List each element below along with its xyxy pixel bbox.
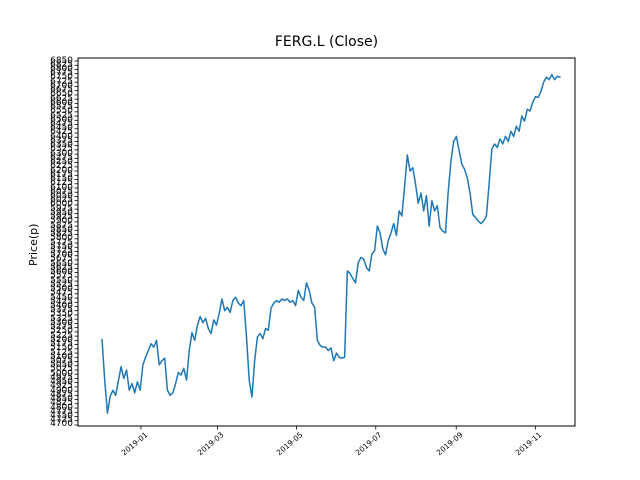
y-tick-label: 5850 bbox=[50, 224, 73, 235]
y-tick-label: 4975 bbox=[50, 372, 73, 383]
y-tick-label: 6175 bbox=[50, 169, 73, 180]
y-tick-label: 5700 bbox=[50, 250, 73, 261]
y-tick-label: 5450 bbox=[50, 292, 73, 303]
y-tick-label: 6100 bbox=[50, 182, 73, 193]
y-tick-label: 6200 bbox=[50, 165, 73, 176]
y-tick-label: 4950 bbox=[50, 377, 73, 388]
y-tick-label: 5975 bbox=[50, 203, 73, 214]
y-tick-label: 5300 bbox=[50, 317, 73, 328]
y-tick-label: 5125 bbox=[50, 347, 73, 358]
y-tick-label: 4750 bbox=[50, 411, 73, 422]
y-tick-label: 6125 bbox=[50, 178, 73, 189]
y-tick-label: 5350 bbox=[50, 309, 73, 320]
y-tick-label: 5250 bbox=[50, 326, 73, 337]
y-tick-label: 5050 bbox=[50, 360, 73, 371]
y-tick-label: 5175 bbox=[50, 339, 73, 350]
y-tick-label: 6700 bbox=[50, 80, 73, 91]
y-tick-label: 5550 bbox=[50, 275, 73, 286]
y-tick-label: 5200 bbox=[50, 334, 73, 345]
y-tick-label: 6600 bbox=[50, 97, 73, 108]
y-tick-label: 5925 bbox=[50, 212, 73, 223]
y-tick-label: 6475 bbox=[50, 119, 73, 130]
y-tick-label: 4925 bbox=[50, 381, 73, 392]
y-tick-label: 4775 bbox=[50, 406, 73, 417]
y-tick-label: 6750 bbox=[50, 72, 73, 83]
y-tick-label: 5025 bbox=[50, 364, 73, 375]
y-tick-label: 6550 bbox=[50, 106, 73, 117]
y-tick-label: 5875 bbox=[50, 220, 73, 231]
y-tick-label: 5325 bbox=[50, 313, 73, 324]
y-tick-label: 6025 bbox=[50, 195, 73, 206]
y-tick-label: 5675 bbox=[50, 254, 73, 265]
y-tick-label: 6150 bbox=[50, 174, 73, 185]
y-tick-label: 5400 bbox=[50, 300, 73, 311]
y-tick-label: 6800 bbox=[50, 64, 73, 74]
y-tick-label: 5650 bbox=[50, 258, 73, 269]
y-tick-label: 5900 bbox=[50, 216, 73, 227]
y-tick-label: 6375 bbox=[50, 135, 73, 146]
y-tick-label: 4725 bbox=[50, 415, 73, 426]
y-tick-label: 6575 bbox=[50, 102, 73, 113]
y-tick-label: 4825 bbox=[50, 398, 73, 409]
y-tick-label: 6275 bbox=[50, 152, 73, 163]
y-tick-label: 5625 bbox=[50, 262, 73, 273]
y-tick-label: 6775 bbox=[50, 68, 73, 79]
y-tick-label: 4875 bbox=[50, 389, 73, 400]
y-tick-label: 5600 bbox=[50, 267, 73, 278]
y-tick-label: 5000 bbox=[50, 368, 73, 379]
y-tick-label: 6675 bbox=[50, 85, 73, 96]
y-tick-label: 5575 bbox=[50, 271, 73, 282]
y-tick-label: 5150 bbox=[50, 343, 73, 354]
y-tick-label: 6725 bbox=[50, 76, 73, 87]
y-tick-label: 4900 bbox=[50, 385, 73, 396]
y-tick-label: 6325 bbox=[50, 144, 73, 155]
y-tick-label: 6525 bbox=[50, 110, 73, 121]
y-tick-label: 5375 bbox=[50, 305, 73, 316]
y-tick-label: 4800 bbox=[50, 402, 73, 413]
price-line bbox=[101, 73, 561, 414]
y-tick-label: 5750 bbox=[50, 241, 73, 252]
y-tick-label: 5800 bbox=[50, 233, 73, 244]
y-tick-label: 6050 bbox=[50, 190, 73, 201]
y-tick-label: 5425 bbox=[50, 296, 73, 307]
y-tick-label: 5225 bbox=[50, 330, 73, 341]
y-tick-label: 5525 bbox=[50, 279, 73, 290]
y-tick-label: 5825 bbox=[50, 229, 73, 240]
y-tick-label: 6650 bbox=[50, 89, 73, 100]
y-tick-label: 5725 bbox=[50, 245, 73, 256]
x-tick-marks bbox=[140, 426, 536, 430]
y-tick-label: 5075 bbox=[50, 356, 73, 366]
y-tick-label: 5100 bbox=[50, 351, 73, 362]
y-tick-label: 6450 bbox=[50, 123, 73, 134]
y-tick-label: 6825 bbox=[50, 59, 73, 70]
y-tick-marks bbox=[74, 60, 78, 426]
y-tick-label: 6300 bbox=[50, 148, 73, 159]
y-tick-label: 6000 bbox=[50, 199, 73, 210]
y-tick-label: 6625 bbox=[50, 93, 73, 104]
y-tick-label: 6250 bbox=[50, 157, 73, 168]
y-tick-label: 6075 bbox=[50, 186, 73, 197]
y-tick-label: 5275 bbox=[50, 322, 73, 333]
chart-title: FERG.L (Close) bbox=[274, 34, 379, 50]
plot-border bbox=[77, 57, 576, 427]
y-tick-label: 6500 bbox=[50, 114, 73, 125]
y-tick-label: 5775 bbox=[50, 237, 73, 248]
y-tick-label: 5500 bbox=[50, 284, 73, 295]
y-tick-label: 6225 bbox=[50, 161, 73, 172]
y-tick-label: 6400 bbox=[50, 131, 73, 142]
y-tick-label: 6425 bbox=[50, 127, 73, 138]
y-tick-label: 4850 bbox=[50, 394, 73, 405]
y-tick-label: 5475 bbox=[50, 288, 73, 299]
y-tick-label: 5950 bbox=[50, 207, 73, 218]
y-tick-label: 4700 bbox=[50, 419, 73, 430]
y-tick-label: 6350 bbox=[50, 140, 73, 151]
y-tick-label: 6850 bbox=[50, 55, 73, 66]
